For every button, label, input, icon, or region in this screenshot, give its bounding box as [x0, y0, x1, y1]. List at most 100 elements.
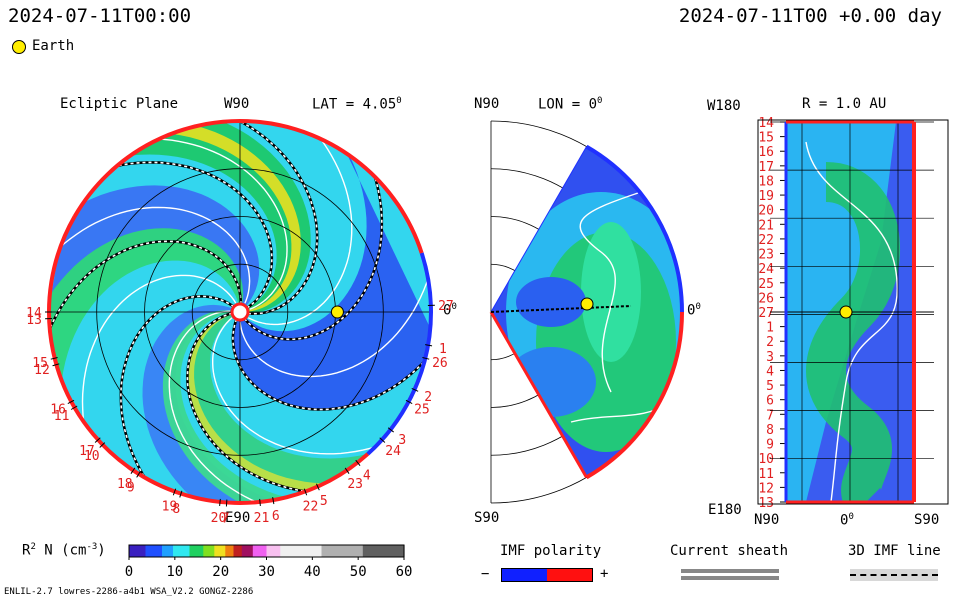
current-sheath-title: Current sheath	[670, 543, 789, 559]
sphere-row-label: 12	[758, 481, 774, 496]
colorbar-tick-label: 10	[166, 564, 183, 580]
meridional-edge	[490, 146, 587, 313]
sphere-row-label: 7	[766, 408, 774, 423]
colorbar-tick-label: 0	[125, 564, 133, 580]
ecliptic-low-density-arm	[142, 304, 294, 503]
sphere-row-label: 19	[758, 189, 774, 204]
carrington-tick	[379, 437, 386, 443]
sphere-contour	[805, 141, 898, 502]
meridional-blob	[516, 277, 586, 327]
colorbar: 0 10 20 30 40 50 60	[125, 544, 413, 580]
sphere-row-label: 21	[758, 218, 774, 233]
sphere-row-label: 10	[758, 452, 774, 467]
carrington-label: 21	[254, 511, 270, 526]
imf-line-dash	[106, 161, 273, 309]
meridional-lon-label: LON = 00	[538, 96, 603, 113]
meridional-right-label: 00	[687, 302, 701, 319]
carrington-tick	[94, 437, 101, 443]
carrington-label: 19	[162, 500, 178, 515]
carrington-label: 6	[272, 509, 280, 524]
carrington-tick	[405, 399, 413, 404]
carrington-tick	[355, 459, 361, 466]
ecliptic-right-label: 00	[443, 302, 457, 319]
carrington-label: 12	[34, 363, 50, 378]
carrington-label: 25	[414, 403, 430, 418]
carrington-label: 3	[398, 433, 406, 448]
meridional-blob	[581, 222, 641, 362]
colorbar-tick-label: 20	[212, 564, 229, 580]
sphere-row-label: 14	[758, 116, 774, 131]
carrington-tick	[272, 497, 275, 505]
earth-marker-ecliptic	[330, 305, 344, 319]
carrington-label: 11	[54, 409, 70, 424]
sphere-row-label: 1	[766, 321, 774, 336]
polarity-arc-positive	[47, 215, 77, 353]
ecliptic-contour	[239, 268, 431, 378]
carrington-tick	[411, 388, 419, 392]
imf-line-title: 3D IMF line	[848, 543, 941, 559]
sphere-title: R = 1.0 AU	[802, 96, 887, 112]
meridional-n-label: N90	[474, 96, 500, 112]
carrington-label: 15	[32, 356, 48, 371]
meridional-s-label: S90	[474, 510, 500, 526]
meridional-polarity-arc-negative	[585, 144, 684, 313]
carrington-tick	[99, 442, 106, 448]
sphere-stream	[806, 162, 900, 502]
colorbar-segment	[173, 545, 190, 557]
carrington-tick	[52, 363, 60, 367]
sphere-row-label: 24	[758, 262, 774, 277]
imf-line-dash	[49, 240, 242, 339]
sphere-panel: 1415161718192021222324252627123456789101…	[757, 116, 949, 511]
ecliptic-dense-arm	[187, 313, 346, 494]
carrington-label: 13	[26, 313, 42, 328]
carrington-label: 8	[172, 502, 180, 517]
ecliptic-low-density-arm	[49, 185, 260, 349]
sphere-row-label: 15	[758, 131, 774, 146]
polarity-arc-negative	[366, 252, 433, 456]
sphere-w-label: W180	[707, 98, 741, 114]
ecliptic-contour	[168, 310, 267, 503]
sphere-e-label: E180	[708, 502, 742, 518]
imf-minus: −	[481, 566, 490, 582]
carrington-label: 20	[211, 511, 227, 526]
carrington-label: 14	[26, 306, 42, 321]
imf-negative-swatch	[501, 568, 549, 582]
carrington-tick	[136, 471, 141, 478]
colorbar-tick-label: 60	[396, 564, 413, 580]
sphere-row-label: 16	[758, 145, 774, 160]
sphere-row-label: 11	[758, 467, 774, 482]
colorbar-segment	[252, 545, 268, 557]
carrington-label: 26	[432, 356, 448, 371]
carrington-tick	[50, 356, 58, 360]
imf-polarity-title: IMF polarity	[500, 543, 602, 559]
meridional-edge-red	[489, 311, 588, 479]
meridional-imf-line	[490, 305, 632, 313]
carrington-label: 17	[79, 444, 95, 459]
ecliptic-top-label: W90	[224, 96, 250, 112]
meridional-panel	[489, 120, 684, 504]
carrington-label: 5	[320, 494, 328, 509]
ecliptic-stream-arm	[162, 310, 308, 503]
colorbar-segment	[225, 545, 235, 557]
sphere-frame	[757, 119, 949, 505]
carrington-tick	[130, 467, 136, 474]
colorbar-segment	[145, 545, 163, 557]
sphere-row-label: 5	[766, 379, 774, 394]
carrington-label: 27	[438, 299, 454, 314]
polarity-arc-positive	[72, 119, 424, 254]
ecliptic-bottom-label: E90	[225, 510, 251, 526]
sphere-s-label: S90	[914, 512, 940, 528]
carrington-label: 9	[127, 481, 135, 496]
colorbar-label: R2 N (cm-3)	[22, 542, 106, 559]
sphere-row-label: 9	[766, 438, 774, 453]
earth-legend-icon	[12, 40, 26, 54]
sphere-row-label: 3	[766, 350, 774, 365]
sphere-n-label: N90	[754, 512, 780, 528]
sphere-row-label: 18	[758, 175, 774, 190]
carrington-tick	[172, 488, 177, 496]
colorbar-segment	[233, 545, 243, 557]
time-left: 2024-07-11T00:00	[8, 5, 192, 27]
imf-positive-swatch	[547, 568, 593, 582]
carrington-label: 7	[222, 512, 230, 527]
